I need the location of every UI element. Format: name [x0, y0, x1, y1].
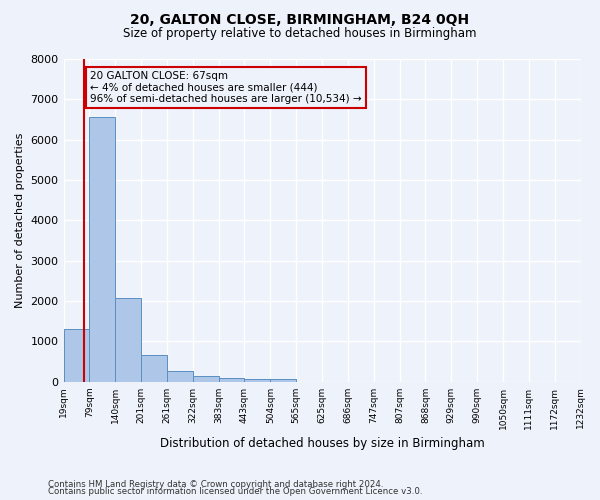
Text: Contains HM Land Registry data © Crown copyright and database right 2024.: Contains HM Land Registry data © Crown c…: [48, 480, 383, 489]
Bar: [167, 371, 193, 382]
X-axis label: Distribution of detached houses by size in Birmingham: Distribution of detached houses by size …: [160, 437, 484, 450]
Text: Size of property relative to detached houses in Birmingham: Size of property relative to detached ho…: [123, 28, 477, 40]
Bar: [64, 329, 89, 382]
Text: Contains public sector information licensed under the Open Government Licence v3: Contains public sector information licen…: [48, 487, 422, 496]
Text: 20 GALTON CLOSE: 67sqm
← 4% of detached houses are smaller (444)
96% of semi-det: 20 GALTON CLOSE: 67sqm ← 4% of detached …: [90, 71, 361, 104]
Bar: [115, 298, 141, 382]
Text: 20, GALTON CLOSE, BIRMINGHAM, B24 0QH: 20, GALTON CLOSE, BIRMINGHAM, B24 0QH: [130, 12, 470, 26]
Bar: [193, 376, 218, 382]
Bar: [141, 356, 167, 382]
Bar: [271, 379, 296, 382]
Bar: [244, 379, 271, 382]
Bar: [218, 378, 244, 382]
Bar: [89, 117, 115, 382]
Y-axis label: Number of detached properties: Number of detached properties: [15, 132, 25, 308]
